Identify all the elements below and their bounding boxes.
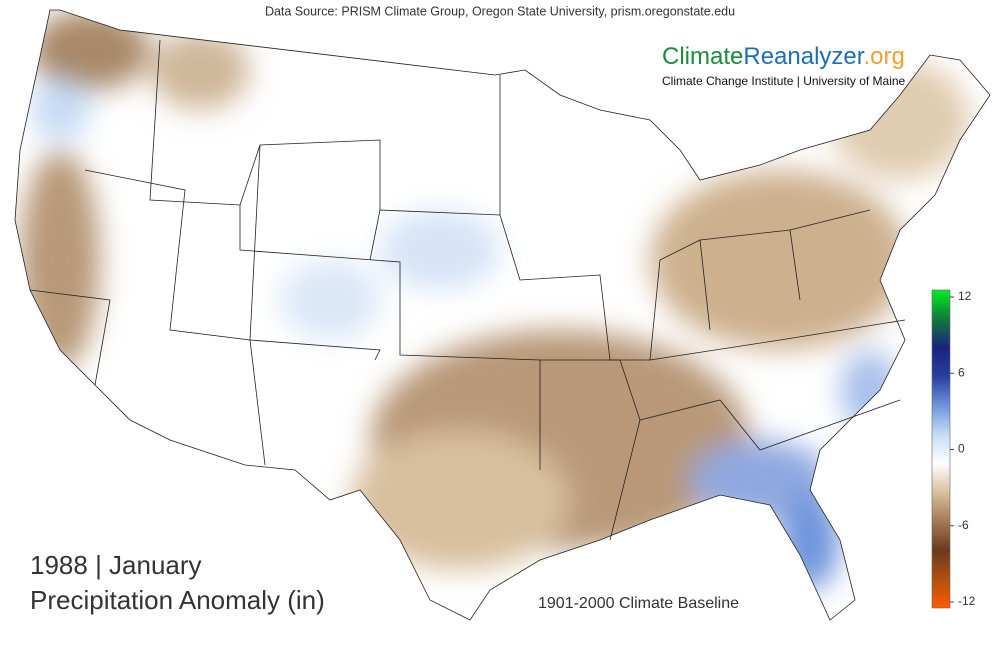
- colorbar-tick-label: 6: [958, 365, 965, 379]
- logo-part: Climate: [662, 43, 743, 70]
- title-date: 1988 | January: [30, 550, 202, 580]
- colorbar-tick-label: -6: [958, 518, 969, 532]
- logo: ClimateReanalyzer.org: [662, 43, 905, 70]
- anomaly-field: [20, 10, 970, 590]
- data-source: Data Source: PRISM Climate Group, Oregon…: [265, 4, 735, 18]
- colorbar-tick-label: 12: [958, 289, 972, 303]
- logo-part: Reanalyzer: [743, 43, 864, 70]
- colorbar: [931, 289, 951, 609]
- logo-part: .org: [863, 43, 904, 70]
- colorbar-tick-label: -12: [958, 594, 976, 608]
- title-variable: Precipitation Anomaly (in): [30, 585, 325, 615]
- state-lines: [29, 39, 906, 541]
- colorbar-tick-label: 0: [958, 442, 965, 456]
- logo-subtitle: Climate Change Institute | University of…: [662, 74, 906, 88]
- baseline-note: 1901-2000 Climate Baseline: [538, 595, 739, 612]
